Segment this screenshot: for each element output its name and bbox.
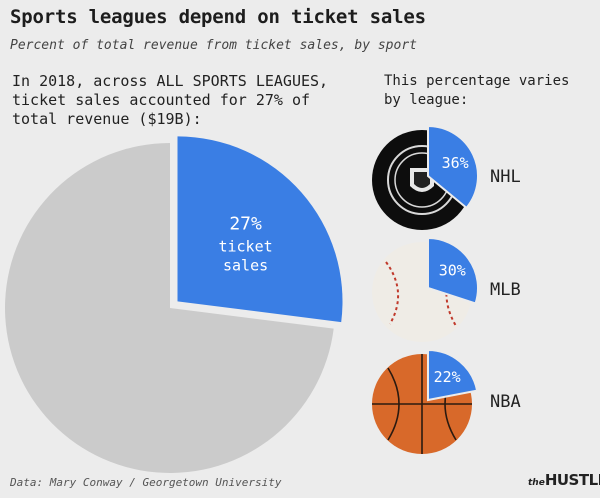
ticket-sales-sublabel-line1: ticket (218, 237, 272, 255)
mlb-ticket-sales-slice (427, 236, 479, 305)
intro-text: In 2018, across ALL SPORTS LEAGUES, tick… (12, 72, 329, 128)
chart-title: Sports leagues depend on ticket sales (10, 6, 426, 28)
data-source: Data: Mary Conway / Georgetown Universit… (10, 476, 282, 489)
all-leagues-pie-chart: 27% ticket sales (4, 136, 343, 473)
chart-subtitle: Percent of total revenue from ticket sal… (10, 38, 417, 53)
ticket-sales-sublabel-line2: sales (223, 256, 268, 274)
nba-percent-label: 22% (434, 368, 461, 386)
nba-pie-chart: 22% (372, 348, 479, 454)
pie-slice-ticket-sales (177, 136, 343, 323)
nba-label: NBA (490, 392, 521, 412)
the-hustle-logo: theHUSTLE (528, 471, 600, 489)
ticket-sales-percent-label: 27% (229, 213, 262, 234)
nhl-label: NHL (490, 167, 521, 187)
nhl-percent-label: 36% (442, 154, 469, 172)
mlb-percent-label: 30% (439, 261, 466, 279)
nhl-pie-chart: 36% (372, 124, 479, 230)
mlb-pie-chart: 30% (372, 236, 479, 342)
pie-slice-other-revenue (4, 143, 334, 473)
nhl-ticket-sales-slice (427, 124, 479, 210)
nba-ticket-sales-slice (427, 348, 479, 402)
side-intro-text: This percentage varies by league: (384, 73, 570, 108)
mlb-label: MLB (490, 280, 521, 300)
